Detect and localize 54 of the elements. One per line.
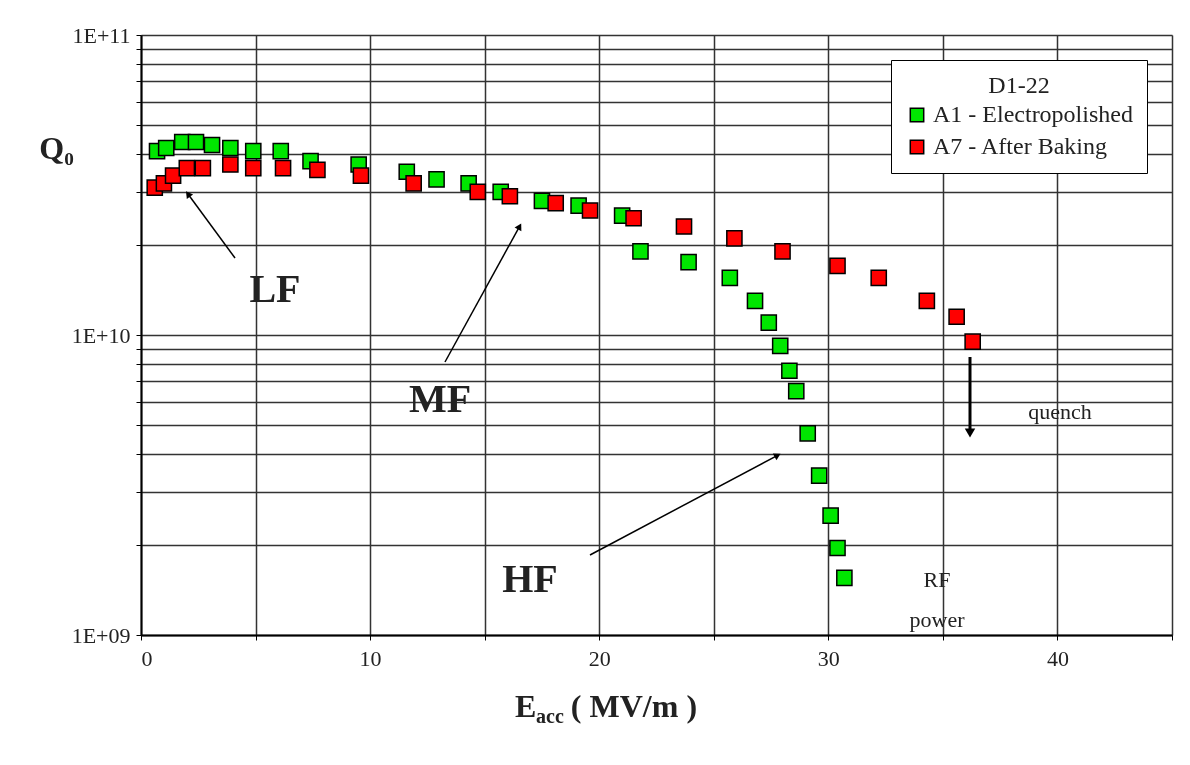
point xyxy=(787,382,805,400)
point xyxy=(501,187,519,205)
point xyxy=(675,218,693,235)
y-tick-label: 1E+09 xyxy=(71,622,131,648)
point xyxy=(771,337,789,355)
point xyxy=(799,425,817,442)
point xyxy=(870,269,888,287)
point xyxy=(829,257,846,275)
y-tick-label: 1E+11 xyxy=(72,22,131,48)
point xyxy=(964,333,982,351)
point xyxy=(625,209,642,227)
point xyxy=(918,292,936,310)
y-tick-label: 1E+10 xyxy=(71,322,131,348)
point xyxy=(428,171,445,188)
x-tick-label: 0 xyxy=(141,645,153,671)
annotation: HF xyxy=(502,556,558,601)
point xyxy=(680,253,697,271)
point xyxy=(203,136,221,154)
point xyxy=(157,139,175,157)
point xyxy=(721,269,739,287)
point xyxy=(760,314,778,331)
point xyxy=(309,161,326,179)
point xyxy=(405,175,422,192)
point xyxy=(836,569,853,587)
point xyxy=(726,230,743,247)
point xyxy=(222,139,239,157)
x-tick-label: 30 xyxy=(817,645,840,671)
point xyxy=(829,539,846,557)
point xyxy=(274,159,292,177)
point xyxy=(746,292,764,310)
x-tick-label: 10 xyxy=(359,645,382,671)
point xyxy=(194,159,212,177)
point xyxy=(222,156,239,173)
point xyxy=(244,159,262,177)
point xyxy=(632,243,649,260)
legend-label: A1 - Electropolished xyxy=(933,101,1133,127)
point xyxy=(244,142,262,160)
legend-title: D1-22 xyxy=(988,72,1050,98)
point xyxy=(469,183,487,201)
point xyxy=(822,507,839,524)
point xyxy=(774,243,791,260)
point xyxy=(781,362,798,380)
point xyxy=(178,159,196,177)
point xyxy=(547,194,565,212)
point xyxy=(272,142,290,160)
point xyxy=(948,308,965,326)
point xyxy=(810,467,828,484)
point xyxy=(581,202,599,219)
point xyxy=(187,133,205,151)
legend-label: A7 - After Baking xyxy=(933,133,1107,159)
x-tick-label: 20 xyxy=(588,645,611,671)
point xyxy=(352,167,370,184)
y-axis-title: Q₀ xyxy=(39,129,74,166)
x-tick-label: 40 xyxy=(1046,645,1069,671)
